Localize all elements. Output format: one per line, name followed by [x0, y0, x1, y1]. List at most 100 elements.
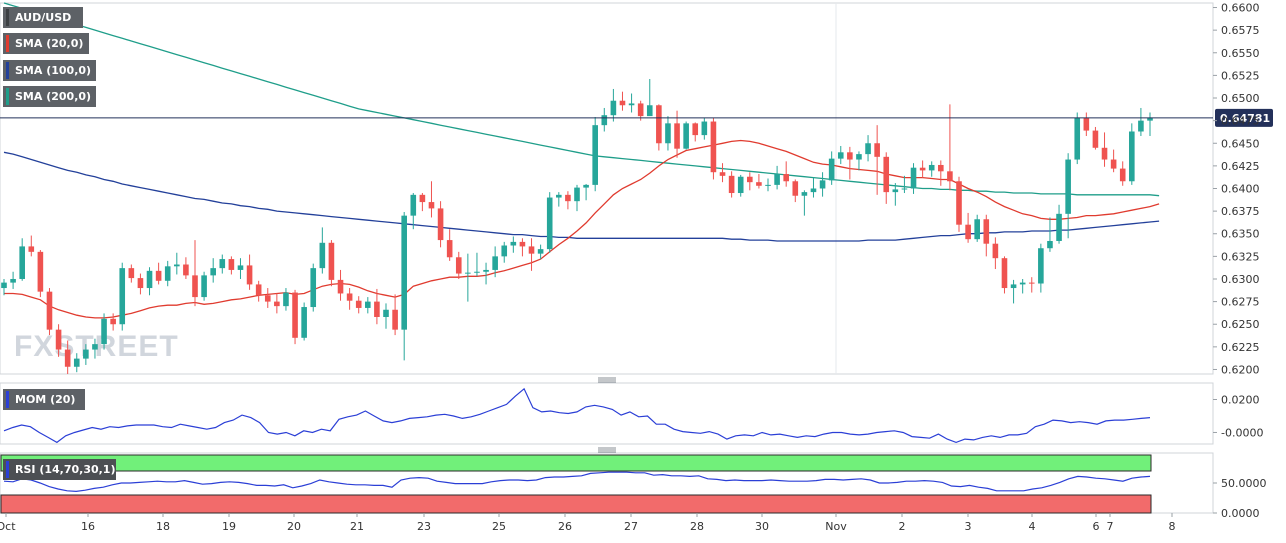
price-tick-label: 0.6500	[1221, 92, 1260, 105]
candle-body	[819, 180, 826, 189]
candle-body	[983, 219, 990, 244]
candle-body	[656, 105, 662, 144]
candle-body	[346, 293, 353, 301]
candle-body	[828, 158, 835, 181]
candle-body	[237, 265, 244, 270]
candle-body	[1047, 240, 1053, 249]
price-tick-label: 0.6375	[1221, 205, 1260, 218]
candle-body	[310, 268, 317, 308]
candle-body	[1010, 284, 1017, 289]
candle-body	[528, 246, 535, 254]
pane-resize-handle[interactable]	[598, 377, 616, 383]
legend-symbol[interactable]: AUD/USD	[3, 7, 83, 28]
rsi-tick-label: 50.0000	[1221, 477, 1267, 490]
candle-body	[10, 278, 16, 283]
candle-body	[847, 152, 853, 160]
price-tick-label: 0.6475	[1221, 115, 1260, 128]
time-tick-label: Oct	[0, 520, 16, 533]
rsi-overbought-zone	[0, 454, 1152, 472]
price-tick-label: 0.6425	[1221, 160, 1260, 173]
time-tick-label: 25	[492, 520, 506, 533]
time-tick-label: 18	[156, 520, 170, 533]
candle-body	[174, 264, 180, 267]
candle-body	[92, 344, 98, 350]
legend-rsi[interactable]: RSI (14,70,30,1)	[3, 459, 116, 480]
legend-mom-text: MOM (20)	[15, 393, 76, 406]
candle-body	[255, 284, 262, 296]
price-tick-label: 0.6575	[1221, 24, 1260, 37]
mom-pane: 0.0200 -0.0000	[3, 387, 1263, 444]
pane-resize-handles[interactable]	[598, 377, 616, 453]
candle-body	[46, 291, 53, 330]
candle-body	[1038, 248, 1044, 284]
candle-body	[55, 329, 62, 350]
candle-body	[801, 192, 808, 196]
candle-body	[637, 103, 644, 117]
mom-swatch	[6, 391, 9, 408]
time-tick-label: 20	[287, 520, 301, 533]
rsi-pane: 50.0000 0.0000	[0, 454, 1267, 520]
candle-body	[64, 349, 71, 367]
candle-body	[947, 171, 953, 182]
pane-resize-handle[interactable]	[598, 447, 616, 453]
pane-frames	[0, 2, 1214, 514]
time-tick-label: 7	[1107, 520, 1114, 533]
candle-body	[810, 188, 817, 193]
sma20-line	[4, 139, 1160, 319]
candle-body	[674, 123, 680, 149]
candle-body	[365, 301, 371, 308]
time-tick-label: 26	[558, 520, 572, 533]
candle-body	[228, 259, 235, 270]
candle-body	[737, 176, 744, 194]
time-tick-label: 4	[1029, 520, 1036, 533]
candle-body	[701, 121, 708, 136]
candle-body	[1119, 168, 1126, 182]
candle-body	[28, 246, 35, 252]
candle-body	[683, 123, 689, 149]
candle-body	[492, 256, 498, 270]
candle-body	[264, 295, 271, 302]
candle-body	[119, 268, 126, 325]
time-tick-label: 16	[81, 520, 95, 533]
time-tick-label: 3	[965, 520, 972, 533]
candle-body	[874, 143, 880, 157]
time-tick-label: 2	[899, 520, 906, 533]
price-tick-label: 0.6525	[1221, 69, 1260, 82]
candle-body	[1092, 130, 1099, 148]
candle-body	[919, 167, 926, 171]
candle-body	[592, 125, 598, 185]
candle-body	[710, 121, 717, 173]
candle-body	[556, 194, 562, 198]
candle-body	[474, 271, 480, 273]
price-tick-label: 0.6200	[1221, 363, 1260, 376]
sma200-swatch	[6, 88, 9, 105]
candle-body	[1, 282, 7, 289]
legend-sma20[interactable]: SMA (20,0)	[3, 33, 89, 54]
candle-body	[601, 115, 608, 126]
last-price-box	[1215, 108, 1273, 127]
sma200-line	[3, 2, 1160, 197]
rsi-tick-label: 0.0000	[1221, 507, 1260, 520]
sma20-swatch	[6, 35, 9, 52]
price-tick-label: 0.6225	[1221, 341, 1260, 354]
mom-tick-label: 0.0200	[1221, 393, 1260, 406]
candle-body	[292, 292, 298, 338]
candle-body	[628, 103, 635, 106]
candle-body	[756, 182, 762, 186]
candle-body	[1147, 117, 1153, 121]
candle-body	[101, 318, 107, 345]
legend-rsi-text: RSI (14,70,30,1)	[15, 463, 116, 476]
candle-body	[355, 300, 362, 308]
candle-body	[883, 156, 890, 193]
legend-mom[interactable]: MOM (20)	[3, 389, 85, 410]
candle-body	[938, 164, 944, 172]
candle-body	[965, 224, 971, 240]
candle-body	[901, 188, 908, 190]
candle-body	[728, 175, 735, 194]
legend-sma100[interactable]: SMA (100,0)	[3, 60, 96, 81]
price-tick-label: 0.6350	[1221, 228, 1260, 241]
legend-sma200[interactable]: SMA (200,0)	[3, 86, 96, 107]
candle-body	[73, 358, 80, 367]
candle-body	[164, 266, 171, 281]
candle-body	[83, 349, 89, 359]
